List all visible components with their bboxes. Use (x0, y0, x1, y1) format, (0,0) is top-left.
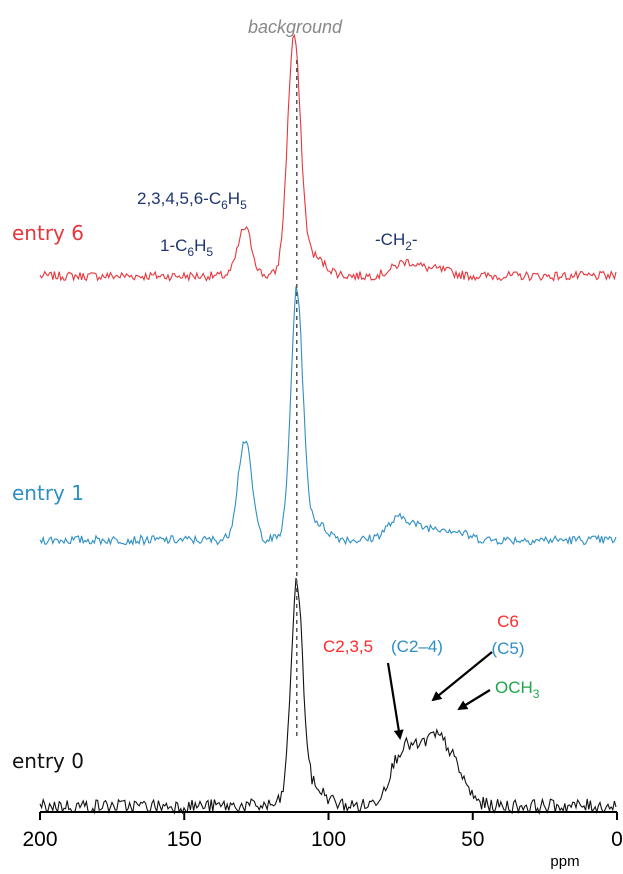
arrow-c235 (386, 662, 404, 740)
annotation-ipso-c: 1-C6H5 (160, 236, 213, 259)
series-label-entry-1: entry 1 (12, 481, 84, 505)
arrow-c6 (431, 651, 493, 702)
x-axis: 200 150 100 50 0 (22, 811, 623, 851)
x-tick-label: 50 (461, 828, 484, 851)
series-label-entry-6: entry 6 (12, 221, 84, 245)
annotation-c2-4: (C2–4) (391, 637, 443, 656)
annotation-och3: OCH3 (495, 678, 540, 701)
annotation-c6: C6 (497, 612, 519, 631)
annotation-c5: (C5) (491, 639, 524, 658)
annotation-aromatic-ch: 2,3,4,5,6-C6H5 (137, 189, 247, 212)
spectrum-entry-6 (39, 33, 617, 283)
x-tick-label: 100 (311, 828, 346, 851)
x-tick-label: 200 (22, 828, 57, 851)
annotation-c235: C2,3,5 (323, 637, 373, 656)
spectrum-entry-0 (39, 578, 617, 816)
series-label-entry-0: entry 0 (12, 749, 84, 773)
arrow-och3 (457, 689, 491, 711)
x-tick-label: 150 (167, 828, 202, 851)
spectra-group (39, 33, 617, 816)
x-tick-label: 0 (611, 828, 623, 851)
annotation-ch2: -CH2- (375, 230, 418, 253)
x-axis-label: ppm (550, 853, 579, 870)
background-label: background (248, 17, 343, 37)
spectrum-entry-1 (39, 286, 617, 547)
